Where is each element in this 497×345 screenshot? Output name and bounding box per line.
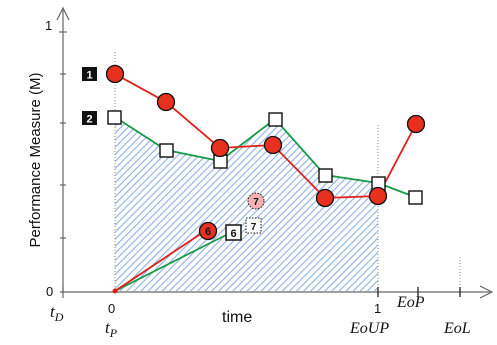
x-tick-label-zero: 0 <box>108 301 115 316</box>
green-rising-line <box>114 231 233 292</box>
marker-7-circle-label: 7 <box>253 197 259 208</box>
red-circle-marker <box>406 114 426 134</box>
red-circle-marker <box>156 92 176 112</box>
marker-6-circle-label: 6 <box>205 226 211 238</box>
marker-6-square <box>225 224 242 241</box>
badge-2 <box>82 111 97 125</box>
badge-2-label: 2 <box>86 114 92 126</box>
green-square-marker <box>408 190 423 205</box>
marker-7-circle <box>247 192 265 210</box>
y-axis-arrowhead <box>56 6 70 21</box>
y-tick-label-bottom: 0 <box>46 284 53 299</box>
red-rising-line <box>114 228 209 292</box>
marker-7-square <box>245 217 262 234</box>
x-axis-label: time <box>222 309 252 326</box>
t-d-label: tD <box>50 302 64 324</box>
marker-6-square-label: 6 <box>230 228 236 240</box>
green-square-marker <box>107 110 122 125</box>
badge-1-label: 1 <box>86 70 92 82</box>
marker-7-square-label: 7 <box>251 222 257 233</box>
t-p-label: tP <box>105 318 118 340</box>
y-axis-label: Performance Measure (M) <box>27 72 44 247</box>
y-tick-label-top: 1 <box>45 18 52 33</box>
red-circle-marker <box>368 186 388 206</box>
red-circle-marker <box>210 138 230 158</box>
eoup-label: EoUP <box>349 320 389 337</box>
red-circle-marker <box>263 135 283 155</box>
green-square-marker <box>268 112 283 127</box>
marker-6-circle <box>198 221 218 241</box>
green-square-marker <box>318 168 333 183</box>
x-tick-label-one: 1 <box>374 301 381 316</box>
red-circle-marker <box>315 188 335 208</box>
origin-point <box>112 288 118 294</box>
red-circle-marker <box>105 64 125 84</box>
badge-1 <box>82 67 97 81</box>
x-axis-arrowhead <box>479 285 494 299</box>
eop-label: EoP <box>396 294 425 311</box>
eol-label: EoL <box>443 320 471 337</box>
green-square-marker <box>159 143 174 158</box>
